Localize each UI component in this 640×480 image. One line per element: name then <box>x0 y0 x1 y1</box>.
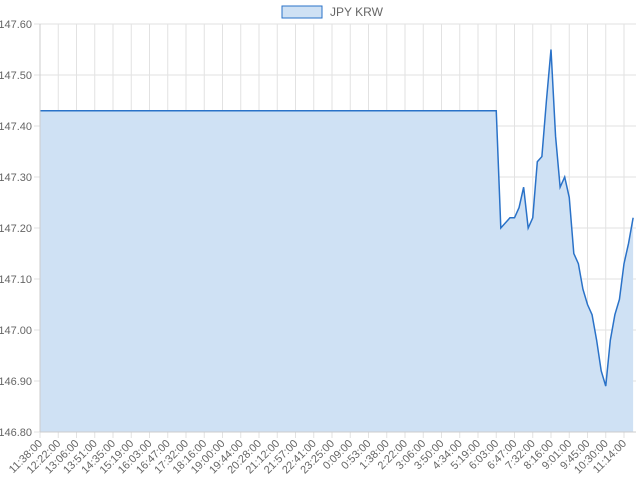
y-tick-label: 147.50 <box>0 70 32 82</box>
y-tick-label: 146.80 <box>0 427 32 439</box>
y-tick-label: 147.00 <box>0 325 32 337</box>
y-tick-label: 147.30 <box>0 172 32 184</box>
legend-label: JPY KRW <box>330 5 384 19</box>
y-tick-label: 147.20 <box>0 223 32 235</box>
line <box>40 49 634 387</box>
legend-swatch <box>281 5 323 19</box>
y-tick-label: 147.40 <box>0 121 32 133</box>
y-tick-label: 147.10 <box>0 274 32 286</box>
area <box>40 49 634 432</box>
y-tick-label: 146.90 <box>0 376 32 388</box>
y-tick-label: 147.60 <box>0 19 32 31</box>
